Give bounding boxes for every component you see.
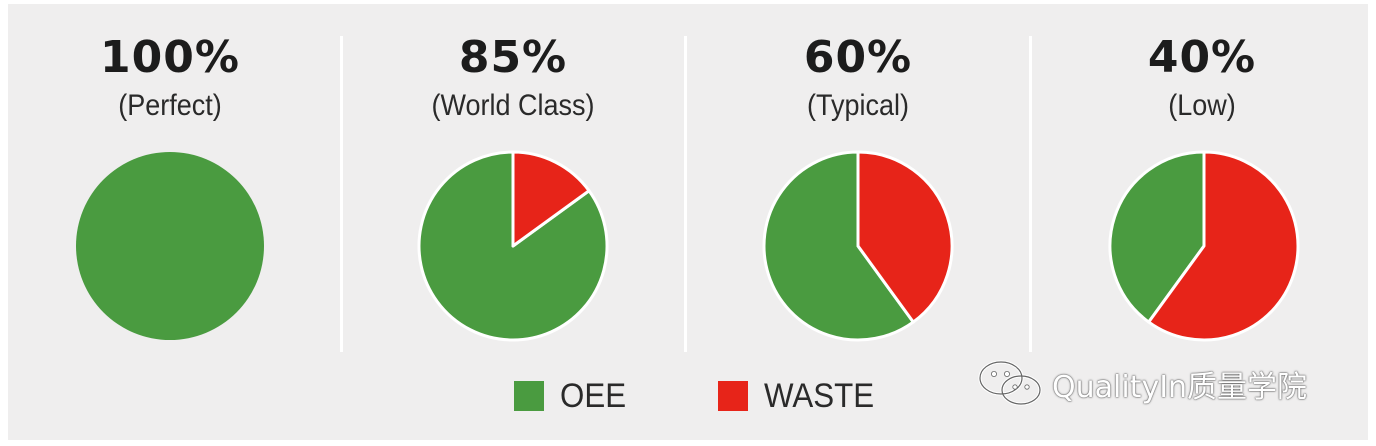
pie-title: 60% [803, 32, 913, 83]
pie-header-world-class: 85% (World Class) [363, 30, 663, 126]
slice-oee [1108, 150, 1206, 324]
pie-subtitle: (World Class) [431, 89, 595, 122]
legend-item-waste: WASTE [718, 374, 884, 418]
legend-item-oee: OEE [514, 374, 632, 418]
pie-perfect [76, 152, 264, 340]
pie-subtitle: (Low) [1168, 89, 1236, 122]
slice-waste [1147, 150, 1300, 342]
legend-swatch-waste [718, 381, 748, 411]
pie-subtitle: (Typical) [806, 89, 910, 122]
pie-typical [762, 150, 954, 342]
pie-title: 40% [1147, 32, 1257, 83]
wechat-icon [978, 360, 1042, 406]
slice-waste [856, 150, 954, 324]
pie-header-low: 40% (Low) [1052, 30, 1352, 126]
pie-title: 100% [100, 32, 240, 83]
pie-subtitle: (Perfect) [118, 89, 222, 122]
slice-oee [76, 152, 264, 340]
legend-swatch-oee [514, 381, 544, 411]
watermark: QualityIn质量学院 [974, 356, 1307, 412]
legend-label-waste: WASTE [764, 376, 875, 415]
pie-header-typical: 60% (Typical) [708, 30, 1008, 126]
column-divider [1029, 36, 1032, 352]
column-divider [684, 36, 687, 352]
slice-waste [511, 150, 591, 248]
pie-world-class [417, 150, 609, 342]
pie-low [1108, 150, 1300, 342]
legend-label-oee: OEE [560, 376, 627, 415]
pie-title: 85% [458, 32, 568, 83]
watermark-text: QualityIn质量学院 [1052, 370, 1308, 405]
pie-header-perfect: 100% (Perfect) [20, 30, 320, 126]
column-divider [340, 36, 343, 352]
slice-oee [762, 150, 915, 342]
